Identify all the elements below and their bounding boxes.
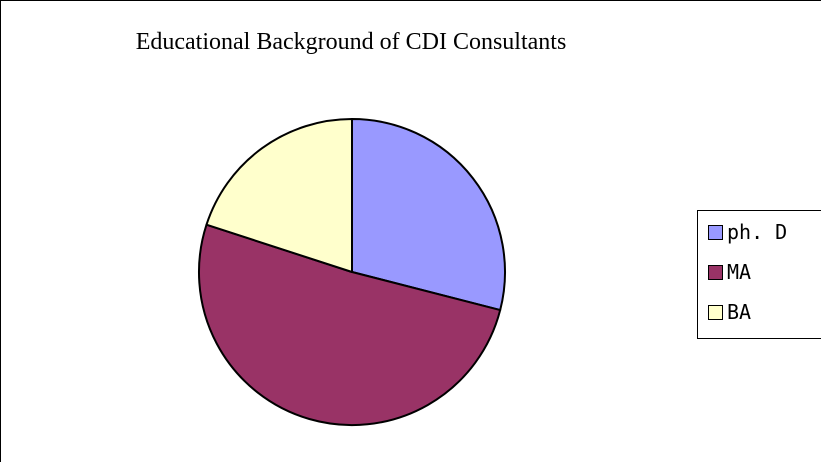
legend-swatch <box>708 264 723 280</box>
legend-item: MA <box>708 257 751 287</box>
pie-slice-ma <box>198 223 502 427</box>
legend-item: BA <box>708 297 751 327</box>
chart-title: Educational Background of CDI Consultant… <box>135 29 567 55</box>
legend-swatch <box>708 224 723 240</box>
pie-slice-ba <box>205 118 353 273</box>
pie-slice-ph-d <box>351 118 506 312</box>
legend-swatch <box>708 304 723 320</box>
legend-label: ph. D <box>727 220 788 244</box>
legend-label: MA <box>727 260 752 284</box>
legend: ph. D MA BA <box>697 210 821 339</box>
legend-item: ph. D <box>708 217 787 247</box>
legend-label: BA <box>727 300 752 324</box>
